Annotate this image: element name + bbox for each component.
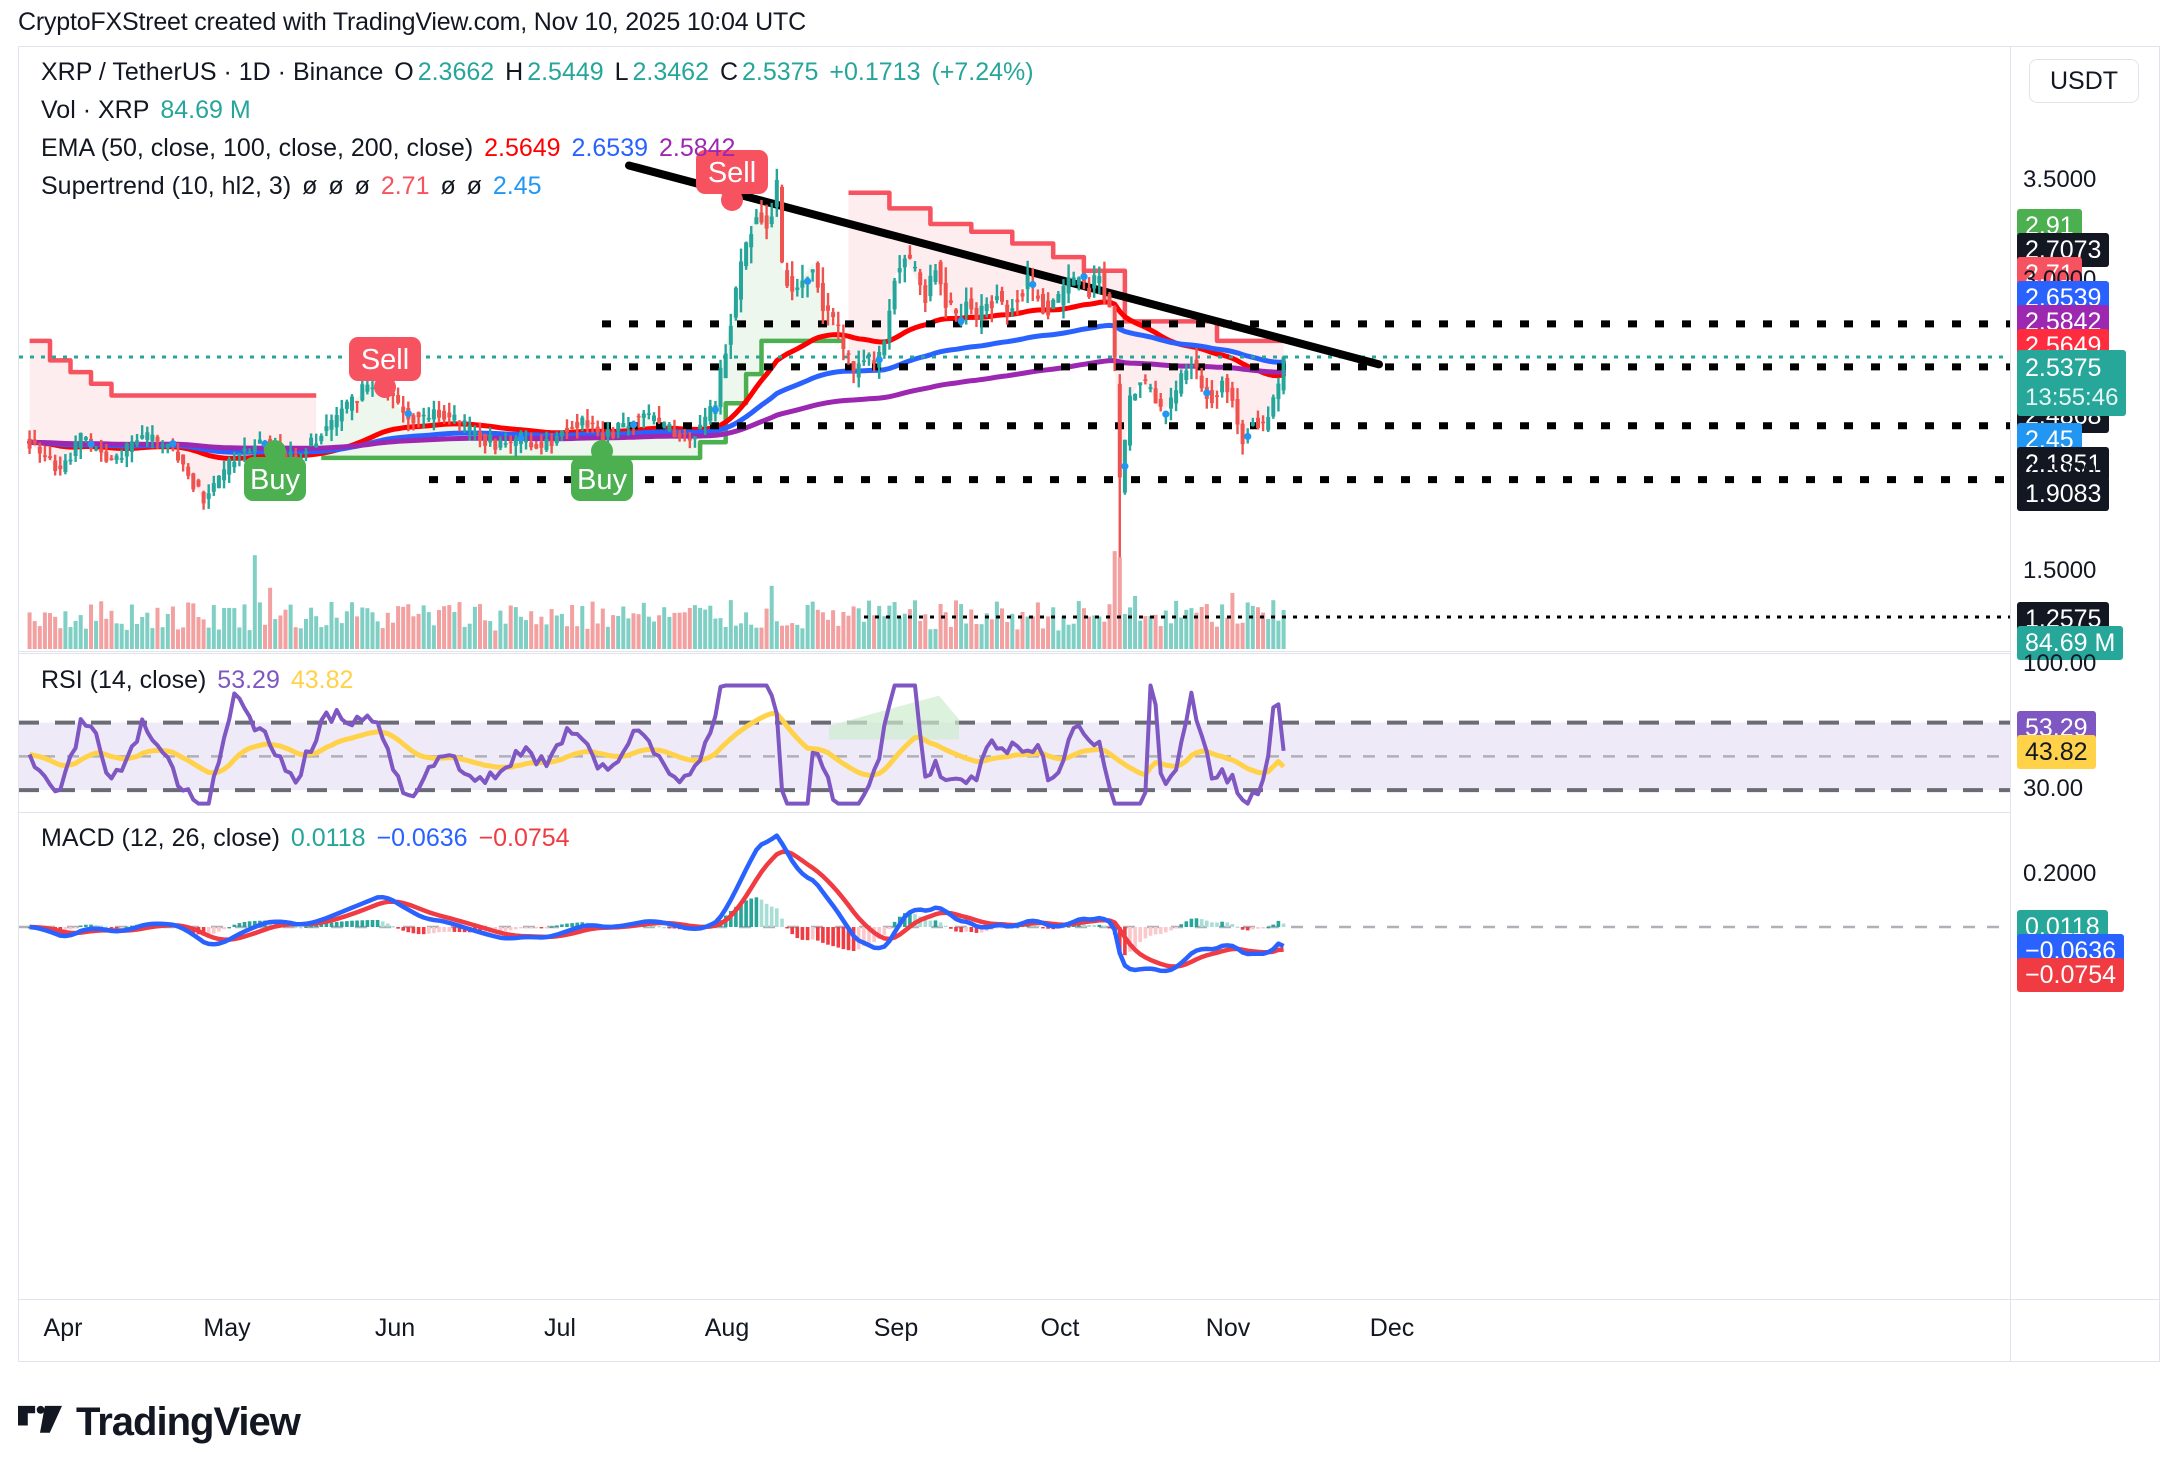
time-label-sep: Sep: [873, 1314, 919, 1342]
time-label-oct: Oct: [1040, 1314, 1080, 1342]
level-2-1851-tag[interactable]: 2.1851: [2017, 447, 2110, 481]
time-label-nov: Nov: [1205, 1314, 1251, 1342]
last-price-tag[interactable]: 2.5375 13:55:46: [2017, 350, 2127, 416]
volume-value-tag[interactable]: 84.69 M: [2017, 626, 2124, 660]
level-1-9083-tag[interactable]: 1.9083: [2017, 477, 2110, 511]
pane-divider-macd: [19, 812, 2159, 813]
price-scale[interactable]: USDT 3.5000 2.91 2.7073 2.71 3.0000 2.6539 2.5…: [2010, 47, 2159, 1299]
tradingview-logo: TradingView: [18, 1400, 301, 1445]
svg-text:Buy: Buy: [577, 464, 627, 496]
time-label-jun: Jun: [374, 1314, 416, 1342]
time-label-may: May: [203, 1314, 251, 1342]
price-tick-1-5000: 1.5000: [2023, 557, 2097, 584]
time-axis[interactable]: Apr May Jun Jul Aug Sep Oct Nov Dec: [18, 1300, 2160, 1362]
price-tag-43-82[interactable]: 43.82: [2017, 735, 2096, 769]
price-tick-30-00: 30.00: [2023, 775, 2084, 802]
time-label-dec: Dec: [1369, 1314, 1415, 1342]
price-tick-3-5000: 3.5000: [2023, 166, 2097, 193]
tradingview-wordmark: TradingView: [76, 1400, 301, 1444]
price-tick-100-00: 100.00: [2023, 650, 2097, 677]
sell-marker[interactable]: Sell: [696, 150, 768, 211]
svg-text:Buy: Buy: [250, 464, 300, 496]
tradingview-mark-icon: [18, 1405, 62, 1433]
time-axis-separator: [2010, 1300, 2011, 1361]
time-label-apr: Apr: [43, 1314, 83, 1342]
svg-text:Sell: Sell: [361, 344, 409, 376]
chart-frame: Sell Buy Buy Sell XRP / TetherUS · 1D · Bin…: [18, 46, 2160, 1300]
price-tick-0-2000: 0.2000: [2023, 860, 2097, 887]
currency-button[interactable]: USDT: [2029, 59, 2139, 103]
time-label-aug: Aug: [704, 1314, 750, 1342]
buy-marker[interactable]: Buy: [244, 440, 306, 501]
pane-divider-rsi: [19, 653, 2159, 654]
pane-divider-volume: [19, 651, 2159, 652]
sell-marker[interactable]: Sell: [349, 337, 421, 398]
chart-plot[interactable]: Sell Buy Buy Sell: [19, 47, 2012, 1299]
svg-text:Sell: Sell: [708, 157, 756, 189]
last-price-countdown: 13:55:46: [2025, 384, 2119, 411]
attribution-text: CryptoFXStreet created with TradingView.…: [18, 8, 806, 36]
time-label-jul: Jul: [544, 1314, 576, 1342]
price-tag--0-0754[interactable]: −0.0754: [2017, 958, 2125, 992]
buy-marker[interactable]: Buy: [571, 440, 633, 501]
